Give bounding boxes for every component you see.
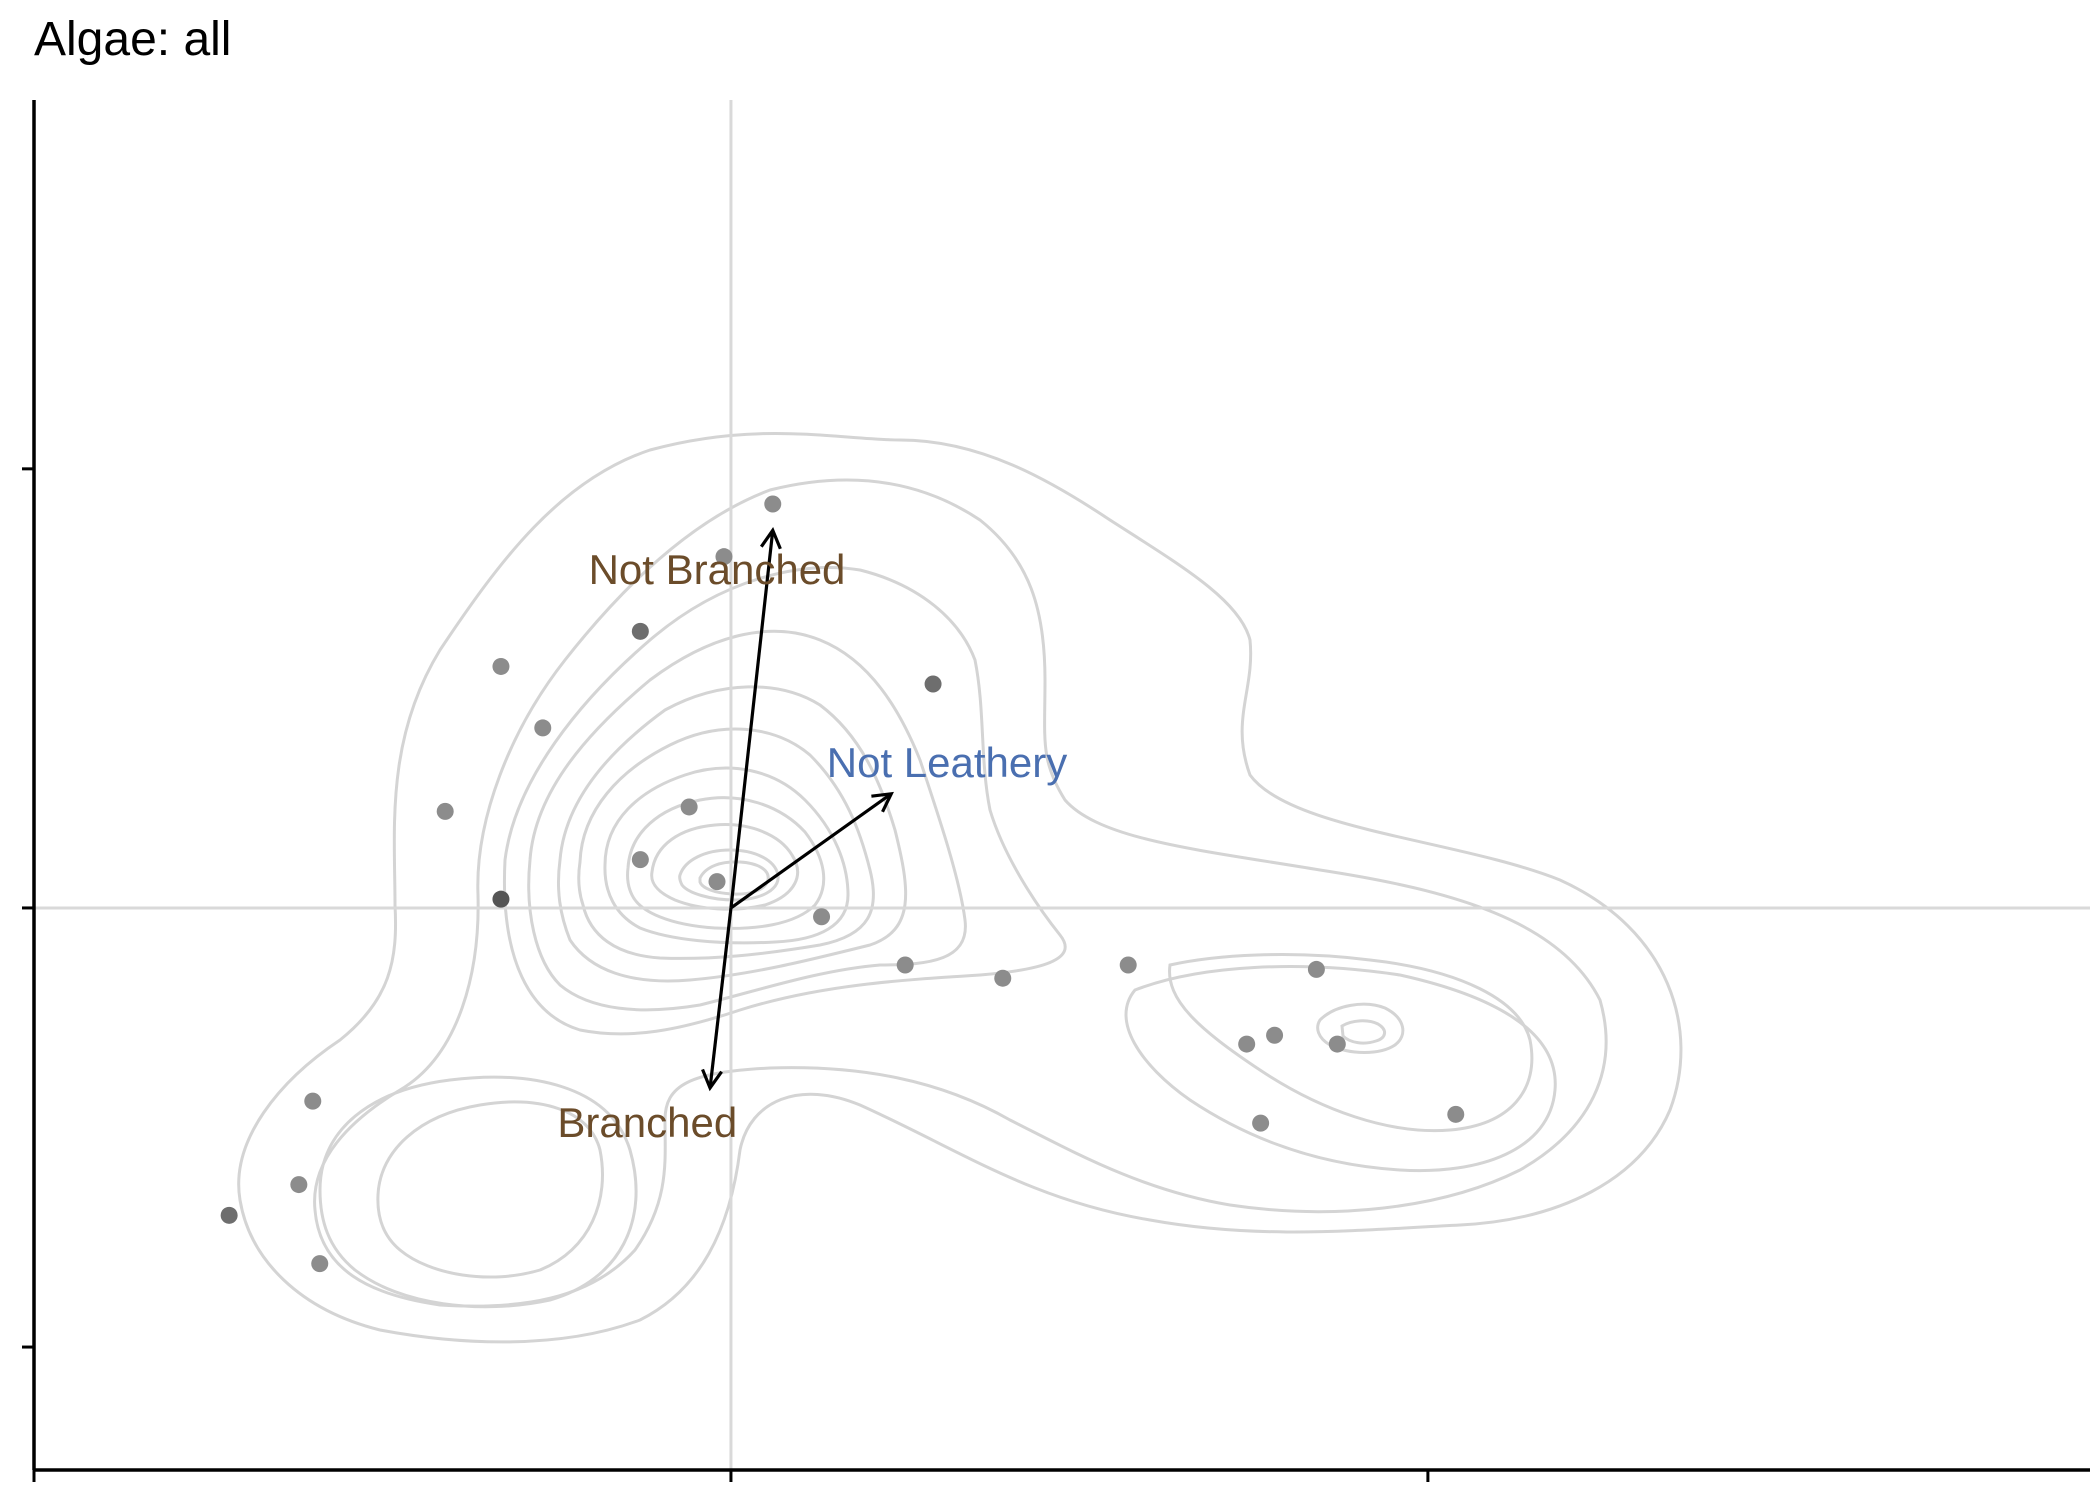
data-points xyxy=(220,495,1465,1273)
density-contour xyxy=(603,766,850,945)
density-contour xyxy=(237,431,1683,1344)
data-point xyxy=(631,622,649,640)
data-point xyxy=(1252,1114,1270,1132)
data-point xyxy=(1238,1035,1256,1053)
density-contours xyxy=(237,431,1683,1344)
loading-arrows xyxy=(701,527,894,1092)
density-contour xyxy=(626,796,826,930)
density-contour xyxy=(557,685,908,983)
arrow-label: Not Branched xyxy=(589,546,846,593)
data-point xyxy=(492,890,510,908)
density-contour xyxy=(1168,953,1534,1133)
density-contour xyxy=(376,1100,604,1279)
density-contour xyxy=(502,566,1067,1036)
arrow-label: Branched xyxy=(557,1099,737,1146)
density-contour xyxy=(678,848,780,902)
data-point xyxy=(1119,956,1137,974)
density-contour xyxy=(313,478,1608,1308)
data-point xyxy=(813,908,831,926)
density-contour xyxy=(650,823,799,911)
data-point xyxy=(436,802,454,820)
data-point xyxy=(896,956,914,974)
data-point xyxy=(994,969,1012,987)
density-contour xyxy=(577,727,875,960)
data-point xyxy=(924,675,942,693)
data-point xyxy=(680,798,698,816)
data-point xyxy=(492,657,510,675)
arrow-labels: Not Branched Branched Not Leathery xyxy=(557,546,1067,1146)
loading-arrow xyxy=(730,792,893,910)
density-contour xyxy=(527,629,967,1012)
arrow-label: Not Leathery xyxy=(827,739,1067,786)
data-point xyxy=(290,1176,308,1194)
density-contour xyxy=(318,1075,638,1309)
arrow-head xyxy=(701,1068,723,1092)
chart-title: Algae: all xyxy=(34,13,232,66)
density-contour xyxy=(1316,1002,1405,1054)
data-point xyxy=(220,1206,238,1224)
data-point xyxy=(1266,1026,1284,1044)
data-point xyxy=(764,495,782,513)
data-point xyxy=(1307,960,1325,978)
data-point xyxy=(1328,1035,1346,1053)
data-point xyxy=(631,851,649,869)
loading-arrow xyxy=(708,907,733,1089)
density-contour xyxy=(1340,1019,1386,1045)
arrow-head xyxy=(871,791,894,813)
density-contour xyxy=(1124,965,1557,1173)
arrow-head xyxy=(759,527,782,550)
data-point xyxy=(1447,1105,1465,1123)
data-point xyxy=(715,548,733,566)
loading-arrow xyxy=(729,530,775,909)
axis-ticks xyxy=(22,467,1430,1482)
data-point xyxy=(534,719,552,737)
data-point xyxy=(708,873,726,891)
data-point xyxy=(304,1092,322,1110)
data-point xyxy=(311,1255,329,1273)
